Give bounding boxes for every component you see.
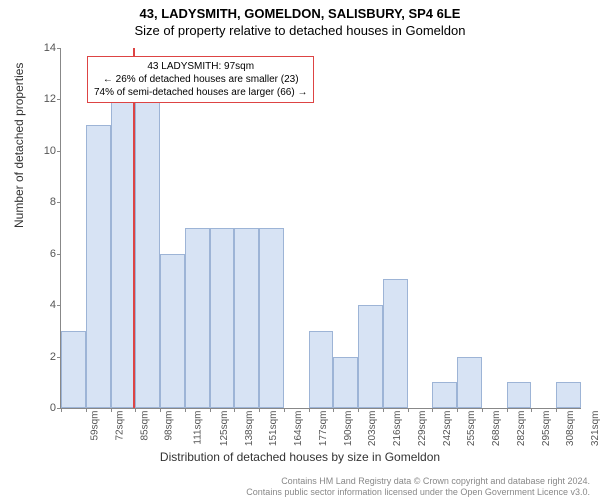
footer-attribution: Contains HM Land Registry data © Crown c… xyxy=(246,476,590,498)
footer-line2: Contains public sector information licen… xyxy=(246,487,590,498)
chart-area: 0246810121459sqm72sqm85sqm98sqm111sqm125… xyxy=(60,48,580,408)
x-tick-label: 268sqm xyxy=(491,411,502,447)
x-tick-mark xyxy=(531,408,532,412)
x-tick-label: 85sqm xyxy=(139,411,150,441)
x-tick-mark xyxy=(482,408,483,412)
y-tick-label: 10 xyxy=(31,145,56,157)
x-tick-label: 229sqm xyxy=(417,411,428,447)
y-tick-label: 2 xyxy=(31,351,56,363)
x-tick-mark xyxy=(160,408,161,412)
histogram-bar xyxy=(160,254,185,408)
x-tick-mark xyxy=(383,408,384,412)
histogram-bar xyxy=(556,382,581,408)
x-tick-mark xyxy=(234,408,235,412)
annotation-line: ← 26% of detached houses are smaller (23… xyxy=(94,73,307,86)
x-tick-mark xyxy=(259,408,260,412)
x-tick-label: 295sqm xyxy=(541,411,552,447)
x-tick-label: 216sqm xyxy=(392,411,403,447)
y-tick-mark xyxy=(57,305,61,306)
histogram-bar xyxy=(457,357,482,408)
x-tick-label: 321sqm xyxy=(590,411,600,447)
histogram-bar xyxy=(210,228,235,408)
x-tick-label: 151sqm xyxy=(268,411,279,447)
histogram-bar xyxy=(507,382,532,408)
y-tick-label: 8 xyxy=(31,196,56,208)
x-tick-mark xyxy=(333,408,334,412)
x-tick-label: 72sqm xyxy=(114,411,125,441)
x-tick-label: 111sqm xyxy=(193,411,204,445)
y-tick-label: 6 xyxy=(31,248,56,260)
title-subtitle: Size of property relative to detached ho… xyxy=(0,21,600,38)
annotation-line: 74% of semi-detached houses are larger (… xyxy=(94,86,307,99)
y-tick-label: 14 xyxy=(31,42,56,54)
histogram-bar xyxy=(358,305,383,408)
x-tick-label: 255sqm xyxy=(467,411,478,447)
histogram-bar xyxy=(86,125,111,408)
x-tick-label: 98sqm xyxy=(164,411,175,441)
x-tick-label: 138sqm xyxy=(244,411,255,447)
x-tick-label: 242sqm xyxy=(442,411,453,447)
x-tick-mark xyxy=(507,408,508,412)
x-tick-mark xyxy=(111,408,112,412)
x-tick-label: 177sqm xyxy=(318,411,329,447)
histogram-bar xyxy=(234,228,259,408)
x-tick-mark xyxy=(556,408,557,412)
x-tick-mark xyxy=(185,408,186,412)
x-tick-mark xyxy=(210,408,211,412)
x-tick-mark xyxy=(284,408,285,412)
y-axis-label: Number of detached properties xyxy=(12,63,26,228)
x-tick-mark xyxy=(309,408,310,412)
x-tick-label: 203sqm xyxy=(367,411,378,447)
histogram-bar xyxy=(111,74,136,408)
footer-line1: Contains HM Land Registry data © Crown c… xyxy=(246,476,590,487)
histogram-bar xyxy=(185,228,210,408)
x-tick-mark xyxy=(408,408,409,412)
x-axis-label: Distribution of detached houses by size … xyxy=(0,450,600,464)
x-tick-label: 282sqm xyxy=(516,411,527,447)
histogram-bar xyxy=(135,99,160,408)
x-tick-mark xyxy=(86,408,87,412)
histogram-bar xyxy=(61,331,86,408)
y-tick-label: 0 xyxy=(31,402,56,414)
x-tick-label: 190sqm xyxy=(343,411,354,447)
y-tick-mark xyxy=(57,202,61,203)
histogram-bar xyxy=(432,382,457,408)
x-tick-mark xyxy=(135,408,136,412)
y-tick-label: 4 xyxy=(31,299,56,311)
x-tick-label: 164sqm xyxy=(293,411,304,447)
x-tick-mark xyxy=(61,408,62,412)
histogram-bar xyxy=(333,357,358,408)
y-tick-label: 12 xyxy=(31,93,56,105)
histogram-bar xyxy=(383,279,408,408)
histogram-bar xyxy=(309,331,334,408)
histogram-plot: 0246810121459sqm72sqm85sqm98sqm111sqm125… xyxy=(60,48,581,409)
x-tick-label: 59sqm xyxy=(90,411,101,441)
y-tick-mark xyxy=(57,254,61,255)
x-tick-label: 125sqm xyxy=(219,411,230,447)
x-tick-mark xyxy=(457,408,458,412)
histogram-bar xyxy=(259,228,284,408)
x-tick-label: 308sqm xyxy=(566,411,577,447)
property-annotation-box: 43 LADYSMITH: 97sqm← 26% of detached hou… xyxy=(87,56,314,103)
y-tick-mark xyxy=(57,99,61,100)
x-tick-mark xyxy=(432,408,433,412)
title-address: 43, LADYSMITH, GOMELDON, SALISBURY, SP4 … xyxy=(0,0,600,21)
y-tick-mark xyxy=(57,48,61,49)
y-tick-mark xyxy=(57,151,61,152)
annotation-line: 43 LADYSMITH: 97sqm xyxy=(94,60,307,73)
x-tick-mark xyxy=(358,408,359,412)
